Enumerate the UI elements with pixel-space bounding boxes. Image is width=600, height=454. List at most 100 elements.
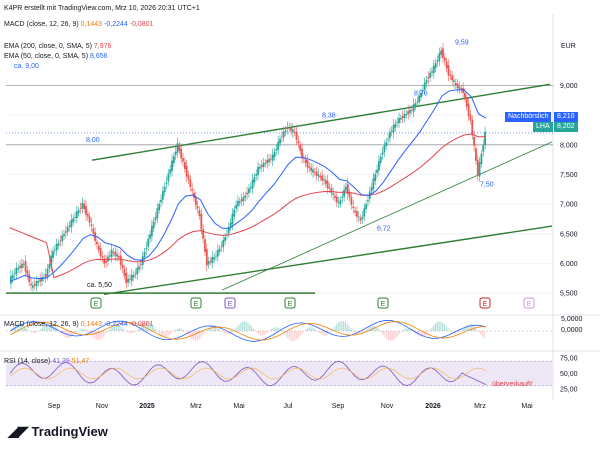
candle-body: [63, 234, 65, 237]
candle-body: [28, 274, 31, 283]
y-tick-label: 7,000: [560, 202, 578, 209]
candle-body: [295, 131, 298, 141]
candle-body: [269, 158, 272, 160]
x-tick-label: Nov: [96, 403, 109, 410]
x-tick-label: 2026: [425, 403, 441, 410]
candle-body: [10, 276, 12, 284]
candle-body: [478, 162, 481, 177]
candle-body: [172, 156, 175, 164]
candle-body: [44, 274, 47, 278]
candle-body: [46, 268, 49, 277]
candle-body: [359, 218, 362, 221]
candle-body: [33, 284, 36, 286]
candle-body: [86, 214, 89, 217]
candle-body: [21, 263, 23, 268]
candle-body: [163, 186, 166, 192]
candle-body: [323, 179, 325, 181]
candle-body: [409, 109, 411, 114]
candle-body: [326, 180, 329, 189]
candle-body: [81, 202, 84, 209]
candle-body: [324, 179, 327, 184]
rsi-tick-label: 50,00: [560, 371, 578, 378]
candle-body: [19, 265, 21, 269]
candle-body: [72, 218, 75, 223]
candle-body: [97, 245, 100, 251]
candle-body: [410, 109, 413, 111]
candle-body: [222, 240, 225, 248]
candle-body: [467, 103, 470, 116]
candle-body: [383, 145, 386, 153]
candle-body: [396, 122, 399, 124]
candle-body: [335, 196, 338, 203]
candle-body: [108, 255, 111, 257]
candle-body: [119, 255, 122, 266]
macd-signal-line: [9, 321, 487, 341]
candle-body: [183, 162, 186, 169]
candle-body: [454, 82, 457, 86]
candle-body: [64, 231, 67, 233]
candle-body: [354, 210, 356, 213]
candle-body: [88, 216, 91, 223]
rsi-oversold-note: überverkauft!: [492, 381, 533, 388]
x-tick-label: 2025: [139, 403, 155, 410]
candle-body: [169, 169, 172, 174]
candle-body: [449, 74, 452, 76]
macd-zero-tick: 0,0000: [561, 327, 583, 334]
tradingview-logo-icon: ◢◤: [8, 423, 29, 439]
candle-body: [156, 208, 159, 218]
earnings-marker-label: E: [194, 301, 199, 308]
annotation-7-50: 7,50: [480, 181, 494, 188]
candle-body: [211, 257, 214, 263]
upper-trendline: [91, 83, 551, 161]
candle-body: [134, 273, 137, 275]
candle-body: [52, 251, 54, 259]
candle-body: [26, 270, 29, 275]
candle-body: [196, 206, 199, 209]
candle-body: [136, 267, 139, 275]
earnings-marker-label: E: [381, 301, 386, 308]
candle-body: [66, 227, 69, 232]
candle-body: [469, 114, 472, 121]
candle-body: [356, 211, 358, 217]
candle-body: [83, 203, 86, 209]
candle-body: [61, 235, 64, 242]
earnings-marker-label: E: [288, 301, 293, 308]
candle-body: [385, 142, 388, 146]
candle-body: [237, 201, 239, 207]
candle-body: [140, 264, 142, 266]
candle-body: [264, 162, 267, 164]
candle-body: [209, 260, 212, 262]
candle-body: [405, 114, 408, 115]
earnings-marker-icon: [190, 297, 202, 309]
candle-body: [149, 234, 151, 239]
y-tick-label: 9,000: [560, 83, 578, 90]
candle-body: [174, 151, 177, 156]
candle-body: [125, 272, 128, 284]
candle-body: [414, 102, 417, 107]
candle-body: [253, 177, 256, 183]
candle-body: [11, 274, 14, 279]
candle-body: [132, 274, 135, 278]
candle-body: [436, 60, 439, 62]
candle-body: [399, 118, 402, 120]
candle-body: [42, 277, 45, 279]
candle-body: [77, 210, 80, 214]
candle-body: [301, 148, 303, 159]
rsi-tick-label: 25,00: [560, 386, 578, 393]
candle-body: [273, 151, 276, 158]
candle-body: [284, 130, 287, 133]
y-tick-label: 6,500: [560, 231, 578, 238]
candle-body: [313, 171, 316, 173]
candle-body: [215, 255, 217, 257]
annotation-8-38: 8,38: [322, 112, 336, 119]
candle-body: [176, 143, 179, 153]
candle-body: [242, 197, 245, 202]
candle-body: [381, 152, 384, 155]
candle-body: [116, 254, 118, 257]
candle-body: [17, 267, 20, 270]
chart-title: K4PR erstellt mit TradingView.com, Mrz 1…: [4, 5, 200, 12]
candle-body: [101, 256, 104, 258]
candle-body: [185, 166, 188, 177]
candle-body: [398, 118, 400, 124]
candle-body: [257, 166, 259, 175]
